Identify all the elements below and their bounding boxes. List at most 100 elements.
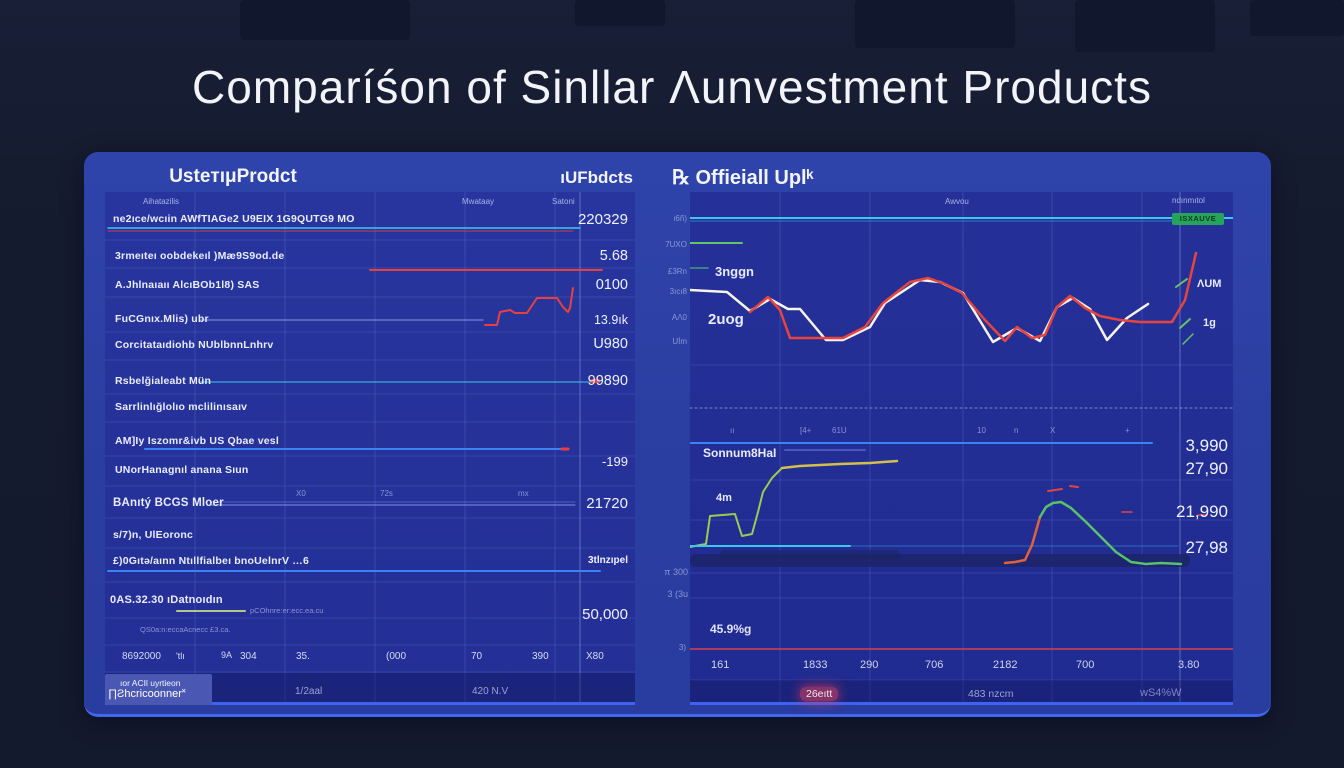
right-y-label: AΛ0 [671,313,687,322]
right-y-label: 7UXO [665,240,687,249]
left-footer-edge [105,702,635,705]
table-row-label: Sarrlinlığlolıo mclilinısaıv [115,401,248,413]
right-footer-strip [690,680,1233,705]
annotation: 3nggn [715,264,754,279]
right-value: 27,98 [1185,538,1228,557]
right-footer-highlight: 26eıtt [800,687,839,701]
table-row-value: 13.9ık [593,313,628,327]
table-row-label: FuCGnıx.Mlis) ubr [115,313,209,325]
green-arrow-a [1175,278,1188,288]
table-row-value: 3tlnzıpel [587,555,628,566]
table-row-value: 99890 [587,373,628,389]
right-y-label: £3Rn [667,267,687,276]
green-arrow-c [1182,333,1194,345]
left-footer-right: 420 N.V [472,686,509,697]
table-row-label: s/7)n, UlEoronc [113,529,194,541]
left-panel-subtitle: ıUFbdcts [560,168,633,187]
background-shape [855,0,1015,48]
left-axis-label: 304 [240,651,257,662]
table-row-label: A.Jhlnaıaıı AlcıBOb1l8) SAS [115,279,260,291]
red-dash-a [1047,488,1063,492]
x-axis-label: 700 [1076,659,1095,671]
left-axis-label: 390 [532,651,549,662]
left-axis-label: 35. [296,651,310,662]
hump-orange [1003,515,1042,565]
red-dash-b [1069,485,1079,488]
right-footer-right: wS4%W [1140,687,1182,699]
left-mid-tick: X0 [296,489,306,498]
left-axis-label: 8692000 [122,651,161,662]
right-top-label-right: ndınmıtol [1172,196,1205,205]
ramp-green [690,467,783,548]
left-col-header-1: Aihatazilis [143,197,180,206]
annotation: 4m [716,492,732,504]
table-row-value: -199 [601,454,628,469]
right-mid-tick: X [1050,426,1056,435]
left-mid-tick: 72s [380,489,393,498]
left-table-decor-chart [105,192,635,705]
right-mid-tick: + [1125,426,1130,435]
left-panel-title: UsteтıμProdct [169,166,297,187]
annotation: 2uog [708,311,744,328]
right-value: 3,990 [1185,436,1228,455]
x-axis-label: 290 [860,659,879,671]
right-mid-tick: 10 [977,426,986,435]
background-shape [240,0,410,40]
mid-series-label: Sonnum8HaI [703,446,777,460]
right-panel-title: ℞ Offieiall Uplᵏ [672,167,814,189]
annotation: ΛUM [1197,278,1222,290]
right-mid-tick: ıı [730,426,735,435]
table-row-label: AM]Iy Iszomr&ivb US Qbae vesl [115,435,279,447]
table-row-value: U980 [593,336,628,352]
annotation: 1g [1203,317,1216,329]
table-row-label: Corcitataıdiohb NUblbnnLnhrv [115,339,274,351]
right-low-label: 3 (3u [667,589,688,599]
left-col-header-3: Satoni [552,197,575,206]
table-row-label: 3rmeıteı oobdekeıl )Mæ9S9od.de [115,250,285,262]
right-mid-tick: 61U [832,426,847,435]
user-product-panel [105,192,635,705]
table-row-value: 0100 [595,277,628,293]
page-title: Comparíśon of Sinllar Λunvestment Produc… [192,61,1152,113]
right-footer-center: 483 nzcm [968,688,1014,700]
table-row-label: Rsbelğialeabt Mün [115,375,212,387]
table-row-label: 0AS.32.30 ıDatnoıdın [110,594,223,606]
white-series [690,278,1150,344]
x-axis-label: 1833 [803,659,828,671]
footer-box-line1: ıor ACIl uyrtieon [120,678,181,688]
background-shape [1075,0,1215,52]
right-y-label: ı6ñ) [673,214,687,223]
right-y-label: Uİm [672,337,687,346]
x-axis-label: 161 [711,659,730,671]
hump-green [1038,500,1183,566]
right-value: 27,90 [1185,459,1228,478]
dark-band-bump [720,550,900,559]
left-axis-label: 70 [471,651,483,662]
official-chart-panel [690,192,1233,705]
table-row-value: 50,000 [582,606,628,623]
right-top-label-mid: Awvou [945,197,969,206]
footer-box-line2: ∏Ƨhcricoonner˟ [108,688,186,700]
right-value: 21,990 [1176,502,1228,521]
red-series [748,251,1198,343]
left-mid-tick: mx [518,489,529,498]
green-arrow-b [1179,318,1191,329]
table-row-label: BAnıtý BCGS Mloer [113,497,224,509]
right-footer-edge [690,702,1233,705]
ramp-yellow [780,459,899,470]
right-line-chart [690,192,1233,705]
status-badge: ISXAUVE [1172,213,1224,225]
table-row-value: 220329 [577,211,628,228]
table-row-label: ne2ıce/wcıin AWfTIAGe2 U9EIX 1G9QUTG9 MO [113,213,355,225]
table-row-sublabel: pCOhnre:er:ecc.ea.cu [250,606,324,615]
right-y-label: 3ıcı8 [669,287,687,296]
sparkline-red [484,287,574,326]
left-axis-label: 'tlı [176,651,185,661]
table-row-label: £)0Gıtə/aınn Ntıllfialbeı bnoUelnrV …6 [113,555,310,567]
table-row-value: 5.68 [599,248,628,264]
percent-label: 45.9%g [710,622,752,636]
table-row-label: UNorHanagnıl anana Sıun [115,464,249,476]
table-row-label: QS0a:n:eccaAcnecc £3.ca. [140,625,231,634]
left-axis-label: X80 [586,651,604,662]
